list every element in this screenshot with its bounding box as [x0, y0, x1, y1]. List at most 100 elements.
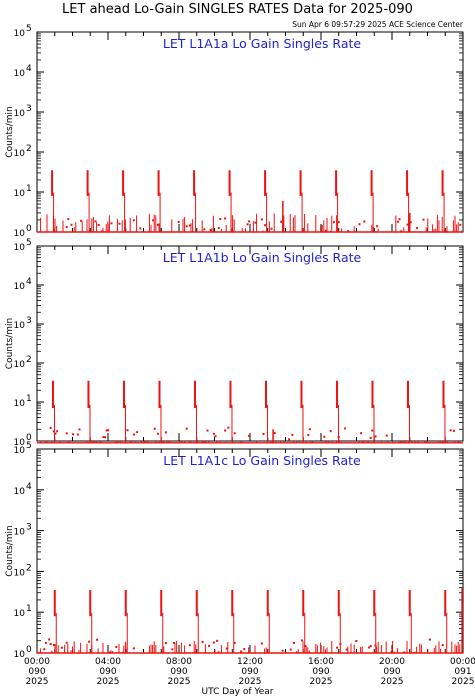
- panel-title: LET L1A1a Lo Gain Singles Rate: [163, 36, 361, 51]
- noise-dot: [416, 226, 419, 229]
- noise-dot: [288, 438, 291, 441]
- x-tick-label: 090: [28, 667, 45, 677]
- y-tick-exponent: 2: [26, 144, 32, 154]
- noise-dot: [243, 648, 246, 651]
- noise-dot: [332, 221, 335, 224]
- y-tick-exponent: 1: [26, 394, 32, 404]
- noise-dot: [104, 436, 107, 439]
- noise-dot: [60, 646, 63, 649]
- noise-dot: [96, 638, 99, 641]
- y-tick-label: 10: [14, 229, 26, 239]
- x-axis-label: UTC Day of Year: [201, 687, 274, 697]
- noise-dot: [115, 645, 118, 648]
- noise-dot: [363, 220, 366, 223]
- noise-dot: [369, 645, 372, 648]
- noise-dot: [65, 432, 68, 435]
- x-tick-label: 090: [383, 667, 400, 677]
- noise-dot: [374, 435, 377, 438]
- noise-dot: [102, 435, 105, 438]
- y-tick-label: 10: [14, 69, 26, 79]
- noise-dot: [422, 218, 425, 221]
- x-tick-label: 2025: [168, 677, 191, 687]
- noise-dot: [56, 430, 59, 433]
- noise-dot: [441, 644, 444, 647]
- noise-dot: [136, 431, 139, 434]
- x-tick-label: 08:00: [166, 657, 192, 667]
- y-tick-exponent: 1: [26, 604, 32, 614]
- y-tick-exponent: 4: [26, 277, 32, 287]
- y-axis-label: Counts/min: [5, 106, 15, 157]
- y-tick-label: 10: [14, 29, 26, 39]
- noise-dot: [308, 428, 311, 431]
- noise-dot: [428, 638, 431, 641]
- x-tick-label: 2025: [26, 677, 49, 687]
- y-tick-exponent: 1: [26, 184, 32, 194]
- y-tick-label: 10: [14, 109, 26, 119]
- y-tick-exponent: 0: [26, 224, 32, 234]
- noise-dot: [65, 225, 68, 228]
- noise-dot: [329, 430, 332, 433]
- noise-dot: [208, 644, 211, 647]
- noise-dot: [227, 426, 230, 429]
- noise-dot: [188, 644, 191, 647]
- series-data: [37, 170, 463, 233]
- y-tick-label: 10: [14, 149, 26, 159]
- noise-dot: [206, 429, 209, 432]
- x-tick-label: 20:00: [379, 657, 405, 667]
- noise-dot: [254, 221, 257, 224]
- series-data: [37, 587, 463, 654]
- noise-dot: [132, 433, 135, 436]
- noise-dot: [371, 429, 374, 432]
- y-tick-exponent: 5: [26, 24, 32, 34]
- noise-dot: [452, 429, 455, 432]
- noise-dot: [224, 429, 227, 432]
- y-tick-label: 10: [14, 650, 26, 660]
- noise-dot: [240, 650, 243, 653]
- noise-dot: [209, 229, 212, 232]
- noise-dot: [300, 639, 303, 642]
- noise-dot: [459, 223, 462, 226]
- noise-dot: [49, 643, 52, 646]
- y-tick-label: 10: [14, 528, 26, 538]
- noise-dot: [201, 640, 204, 643]
- noise-dot: [260, 642, 263, 645]
- noise-dot: [49, 427, 52, 430]
- noise-dot: [344, 427, 347, 430]
- noise-dot: [336, 646, 339, 649]
- panel-title: LET L1A1b Lo Gain Singles Rate: [163, 250, 362, 265]
- noise-dot: [224, 217, 227, 220]
- noise-dot: [177, 220, 180, 223]
- noise-dot: [225, 647, 228, 650]
- plot-frame: [36, 448, 464, 654]
- y-tick-exponent: 0: [26, 433, 32, 443]
- noise-dot: [107, 429, 110, 432]
- y-tick-exponent: 5: [26, 238, 32, 248]
- x-tick-label: 090: [241, 667, 258, 677]
- noise-dot: [385, 434, 388, 437]
- x-tick-label: 00:00: [450, 657, 475, 667]
- noise-dot: [216, 639, 219, 642]
- x-tick-label: 2025: [97, 677, 120, 687]
- noise-dot: [337, 221, 340, 224]
- noise-dot: [369, 436, 372, 439]
- noise-dot: [281, 649, 284, 652]
- noise-dot: [398, 218, 401, 221]
- noise-dot: [396, 220, 399, 223]
- y-tick-label: 10: [14, 282, 26, 292]
- noise-dot: [65, 641, 68, 644]
- y-tick-label: 10: [14, 399, 26, 409]
- y-tick-exponent: 3: [26, 104, 32, 114]
- x-tick-label: 2025: [239, 677, 262, 687]
- timestamp: Sun Apr 6 09:57:29 2025 ACE Science Cent…: [292, 20, 463, 29]
- noise-dot: [70, 223, 73, 226]
- noise-dot: [248, 434, 251, 437]
- noise-dot: [233, 641, 236, 644]
- noise-dot: [44, 641, 47, 644]
- noise-dot: [203, 228, 206, 231]
- x-tick-label: 090: [99, 667, 116, 677]
- noise-dot: [72, 433, 75, 436]
- noise-dot: [152, 219, 155, 222]
- noise-dot: [262, 432, 265, 435]
- noise-dot: [94, 220, 97, 223]
